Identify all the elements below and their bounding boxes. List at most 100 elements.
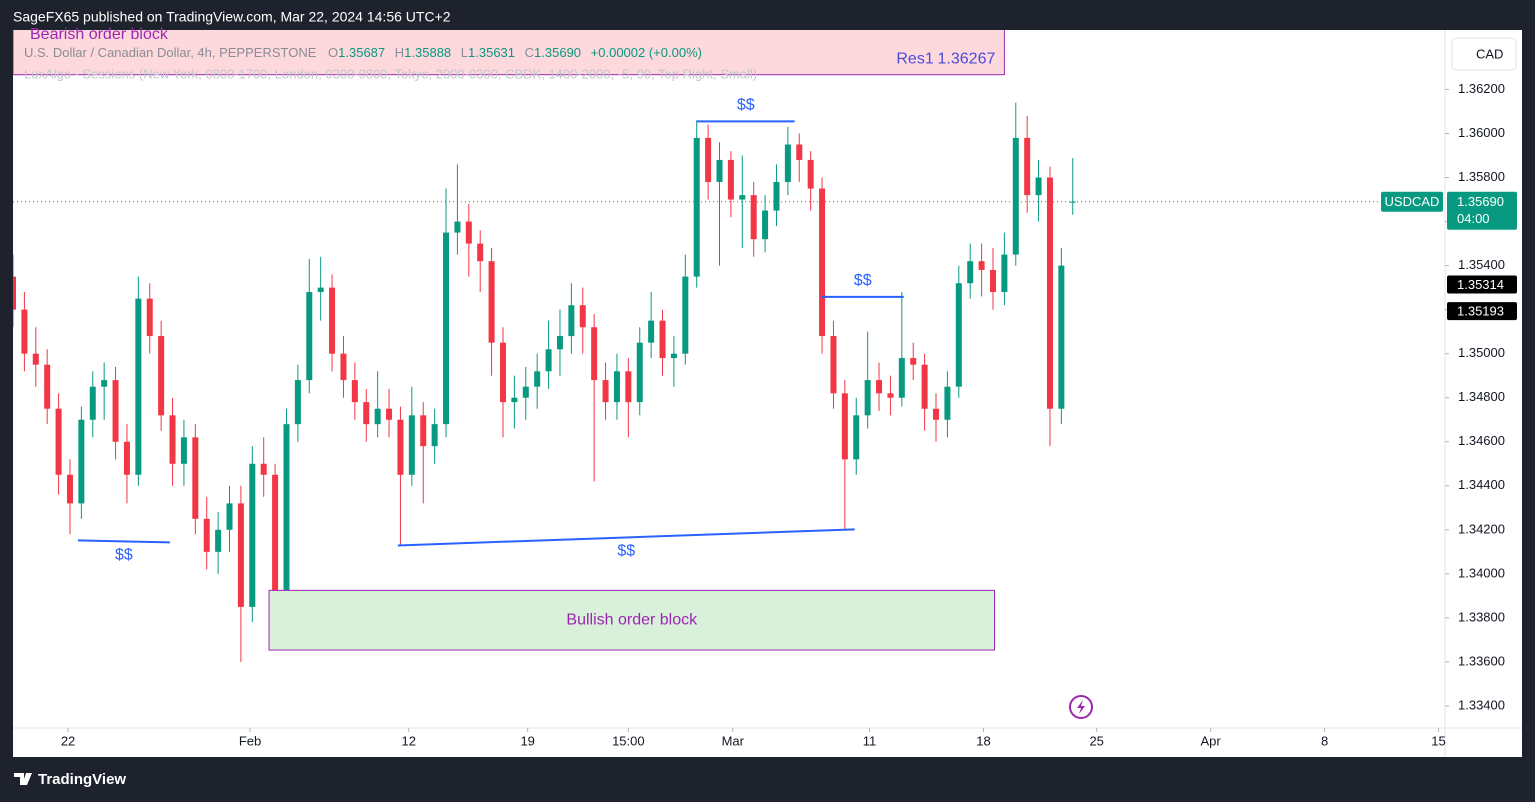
- y-tick-label: 1.34400: [1458, 477, 1505, 492]
- candle-body: [876, 380, 883, 394]
- candle-body: [488, 261, 495, 343]
- candle-body: [249, 463, 256, 607]
- symbol-badge: [1381, 191, 1443, 212]
- candle-body: [921, 364, 928, 409]
- candle-body: [591, 327, 598, 381]
- candle-body: [1024, 137, 1031, 196]
- candle-body: [112, 380, 119, 442]
- publish-header: SageFX65 published on TradingView.com, M…: [13, 9, 451, 25]
- liquidity-label: $$: [854, 272, 872, 289]
- candle-body: [169, 415, 176, 464]
- candle-body: [898, 358, 905, 398]
- candle-body: [283, 424, 290, 618]
- candle-body: [180, 437, 187, 464]
- order-block: [268, 589, 996, 651]
- candle-body: [1058, 265, 1065, 409]
- candle-body: [294, 380, 301, 425]
- x-tick-label: Mar: [722, 733, 745, 748]
- candle-body: [226, 503, 233, 530]
- resistance-value: 1.36267: [938, 51, 996, 68]
- y-tick-label: 1.35800: [1458, 169, 1505, 184]
- candle-body: [568, 305, 575, 337]
- candle-body: [545, 349, 552, 372]
- candle-body: [1069, 201, 1076, 203]
- x-tick-label: 12: [402, 733, 416, 748]
- candle-body: [830, 336, 837, 394]
- legend: U.S. Dollar / Canadian Dollar, 4h, PEPPE…: [24, 45, 702, 60]
- candle-body: [21, 309, 28, 354]
- candle-body: [123, 441, 130, 475]
- liquidity-line: [77, 539, 170, 544]
- candle-body: [386, 408, 393, 420]
- h-value: 1.35888: [404, 45, 451, 60]
- event-icon-bolt: [1077, 700, 1085, 714]
- candle-body: [443, 232, 450, 425]
- candle-body: [955, 283, 962, 387]
- candle-body: [511, 397, 518, 403]
- x-tick-label: 8: [1321, 733, 1328, 748]
- candle-body: [705, 137, 712, 182]
- candle-body: [1001, 254, 1008, 293]
- symbol-title: U.S. Dollar / Canadian Dollar, 4h, PEPPE…: [24, 45, 317, 60]
- candle-body: [807, 159, 814, 189]
- candle-body: [135, 298, 142, 475]
- change: +0.00002 (+0.00%): [591, 45, 702, 60]
- x-tick-label: 25: [1089, 733, 1103, 748]
- candle-body: [44, 364, 51, 409]
- candle-body: [317, 287, 324, 293]
- candle-body: [750, 195, 757, 240]
- candle-body: [762, 210, 769, 240]
- liquidity-label: $$: [115, 547, 133, 564]
- candle-body: [329, 287, 336, 354]
- price-level-badge: [1447, 275, 1517, 294]
- candle-body: [887, 393, 894, 398]
- y-tick-label: 1.36000: [1458, 125, 1505, 140]
- candle-body: [101, 380, 108, 387]
- candle-body: [784, 144, 791, 182]
- brand-name: TradingView: [38, 771, 126, 788]
- candle-body: [55, 408, 62, 475]
- x-tick-label: 15: [1431, 733, 1445, 748]
- price-badge: [1447, 191, 1517, 230]
- candle-body: [397, 419, 404, 475]
- order-block: [13, 30, 1005, 76]
- x-tick-label: 11: [863, 733, 877, 748]
- candle-body: [192, 437, 199, 519]
- candle-body: [693, 137, 700, 277]
- candle-body: [944, 386, 951, 420]
- candle-body: [978, 261, 985, 271]
- candle-body: [1012, 137, 1019, 255]
- x-tick-label: Feb: [239, 733, 261, 748]
- candle-body: [420, 415, 427, 447]
- candle-body: [1046, 177, 1053, 409]
- candle-body: [272, 474, 279, 618]
- candle-body: [1035, 177, 1042, 196]
- candle-body: [363, 402, 370, 425]
- candle-body: [625, 371, 632, 403]
- candle-body: [682, 276, 689, 354]
- currency-button-label[interactable]: CAD: [1476, 46, 1503, 61]
- candle-body: [534, 371, 541, 387]
- candle-body: [659, 320, 666, 359]
- symbol-badge-label: USDCAD: [1385, 194, 1440, 209]
- candle-body: [727, 159, 734, 200]
- o-value: 1.35687: [338, 45, 385, 60]
- liquidity-line: [397, 528, 855, 547]
- y-tick-label: 1.34600: [1458, 433, 1505, 448]
- event-icon[interactable]: [1069, 695, 1093, 719]
- x-tick-label: 22: [61, 733, 75, 748]
- price-level-badge: [1447, 302, 1517, 321]
- currency-button[interactable]: [1451, 37, 1517, 71]
- candle-body: [306, 292, 313, 381]
- y-tick-label: 1.33400: [1458, 697, 1505, 712]
- candle-body: [32, 353, 39, 365]
- candle-body: [853, 415, 860, 460]
- candle-body: [841, 393, 848, 460]
- o-label: O: [328, 45, 338, 60]
- candle-body: [613, 371, 620, 403]
- candle-body: [431, 424, 438, 447]
- order-block-label: Bearish order block: [30, 26, 169, 43]
- countdown-label: 04:00: [1457, 211, 1490, 226]
